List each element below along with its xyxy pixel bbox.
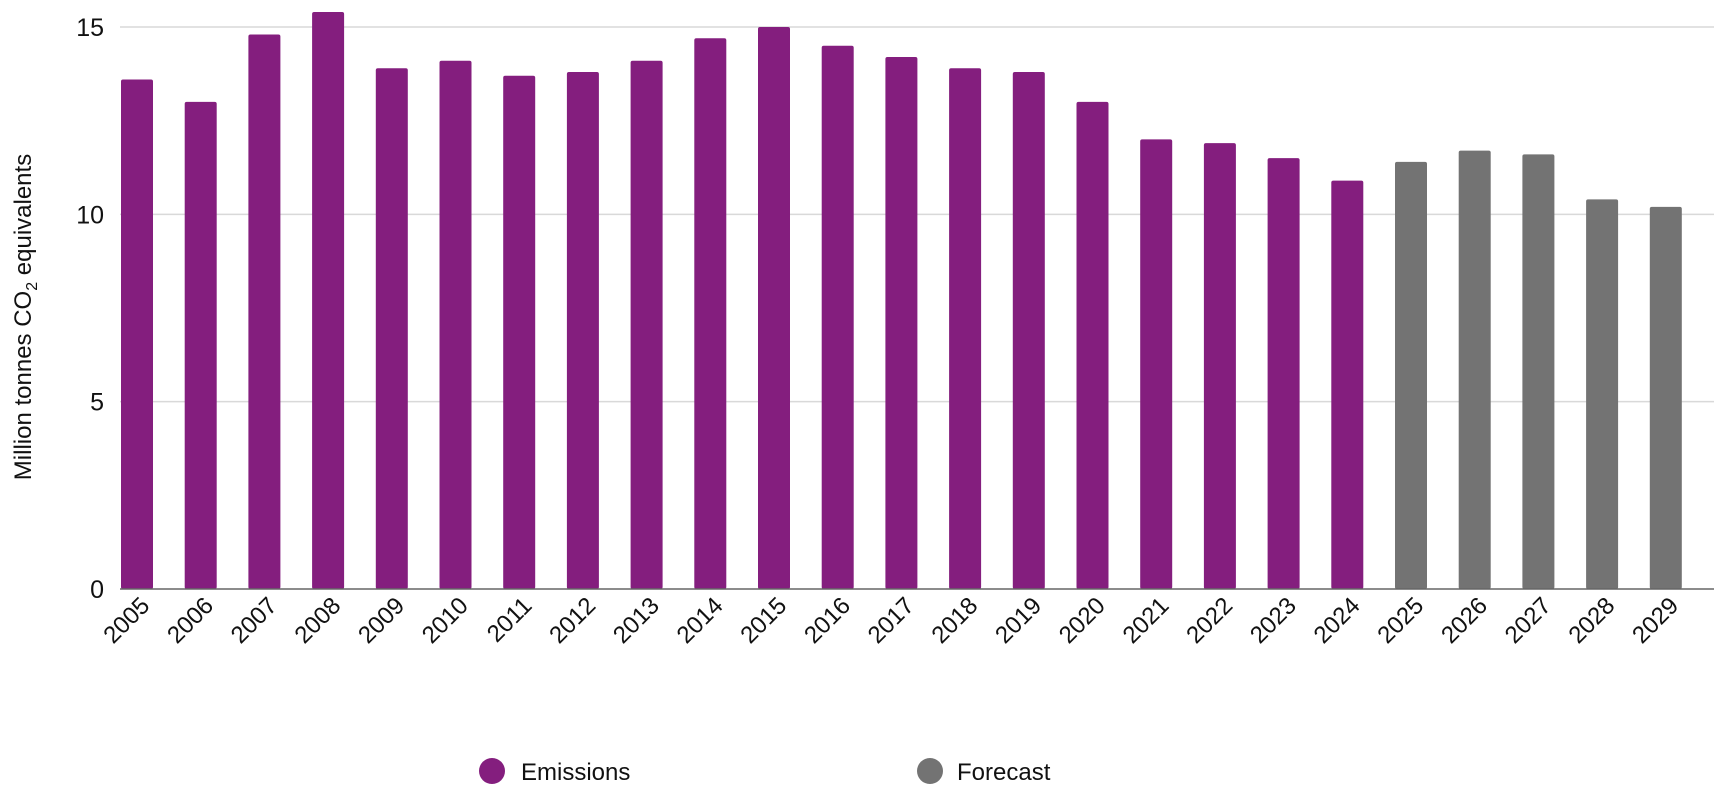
x-tick-label: 2011 [482, 592, 538, 648]
bar-2009 [375, 68, 408, 590]
y-tick-label: 0 [90, 576, 104, 604]
y-axis-label-main: Million tonnes CO [10, 291, 37, 480]
x-tick-label: 2009 [353, 592, 410, 649]
y-tick-label: 5 [90, 389, 104, 417]
bar-2013 [630, 60, 663, 590]
bar-2020 [1076, 101, 1109, 589]
x-tick-label: 2016 [799, 592, 856, 649]
y-axis-ticks: 0 5 10 15 [76, 14, 104, 604]
legend-marker-emissions [479, 758, 505, 784]
x-tick-label: 2023 [1245, 592, 1302, 649]
x-tick-label: 2020 [1054, 592, 1111, 649]
bar-2018 [949, 68, 982, 590]
bar-2016 [821, 45, 854, 589]
bar-2028 [1586, 199, 1619, 589]
x-tick-label: 2022 [1181, 592, 1238, 649]
bar-2008 [312, 12, 345, 590]
bar-2005 [121, 79, 153, 589]
x-tick-label: 2006 [162, 592, 219, 649]
x-tick-label: 2024 [1309, 592, 1366, 649]
bar-2026 [1458, 150, 1491, 589]
bars [121, 12, 1682, 590]
bar-2021 [1140, 139, 1173, 589]
x-tick-label: 2015 [735, 592, 792, 649]
x-tick-label: 2019 [990, 592, 1047, 649]
bar-2012 [566, 71, 599, 589]
x-tick-label: 2028 [1563, 592, 1620, 649]
y-axis-label-subscript: 2 [24, 282, 41, 291]
legend-marker-forecast [917, 758, 943, 784]
bar-2022 [1203, 143, 1236, 589]
bar-2027 [1522, 154, 1555, 590]
bar-2014 [694, 38, 727, 590]
legend: Emissions Forecast [479, 758, 1051, 786]
y-axis-label: Million tonnes CO2 equivalents [10, 154, 41, 480]
y-tick-label: 15 [76, 14, 104, 42]
x-tick-label: 2027 [1500, 592, 1557, 649]
x-tick-label: 2025 [1372, 592, 1429, 649]
bar-2010 [439, 60, 472, 590]
x-tick-label: 2026 [1436, 592, 1493, 649]
x-tick-label: 2018 [926, 592, 983, 649]
x-tick-label: 2005 [98, 592, 155, 649]
bar-2007 [248, 34, 281, 589]
bar-2015 [758, 27, 790, 589]
legend-item-emissions[interactable]: Emissions [479, 758, 630, 786]
bar-2006 [184, 101, 217, 589]
bar-2019 [1012, 71, 1045, 589]
bar-2024 [1331, 180, 1364, 589]
x-tick-label: 2021 [1118, 592, 1175, 649]
x-axis-ticks: 2005 2006 2007 2008 2009 2010 2011 2012 2013 2014… [98, 592, 1684, 649]
legend-label-emissions: Emissions [521, 759, 630, 786]
y-tick-label: 10 [76, 201, 104, 229]
x-tick-label: 2013 [608, 592, 665, 649]
bar-2011 [503, 75, 536, 589]
x-tick-label: 2012 [544, 592, 601, 649]
x-tick-label: 2029 [1627, 592, 1684, 649]
y-axis-label-rest: equivalents [10, 154, 37, 282]
bar-2029 [1649, 206, 1682, 589]
x-tick-label: 2007 [226, 592, 283, 649]
bar-2025 [1395, 161, 1427, 589]
legend-item-forecast[interactable]: Forecast [917, 758, 1051, 786]
bar-2023 [1267, 158, 1300, 589]
x-tick-label: 2010 [417, 592, 474, 649]
x-tick-label: 2008 [289, 592, 346, 649]
x-tick-label: 2017 [863, 592, 920, 649]
bar-2017 [885, 56, 918, 590]
x-tick-label: 2014 [672, 592, 729, 649]
legend-label-forecast: Forecast [957, 759, 1051, 786]
